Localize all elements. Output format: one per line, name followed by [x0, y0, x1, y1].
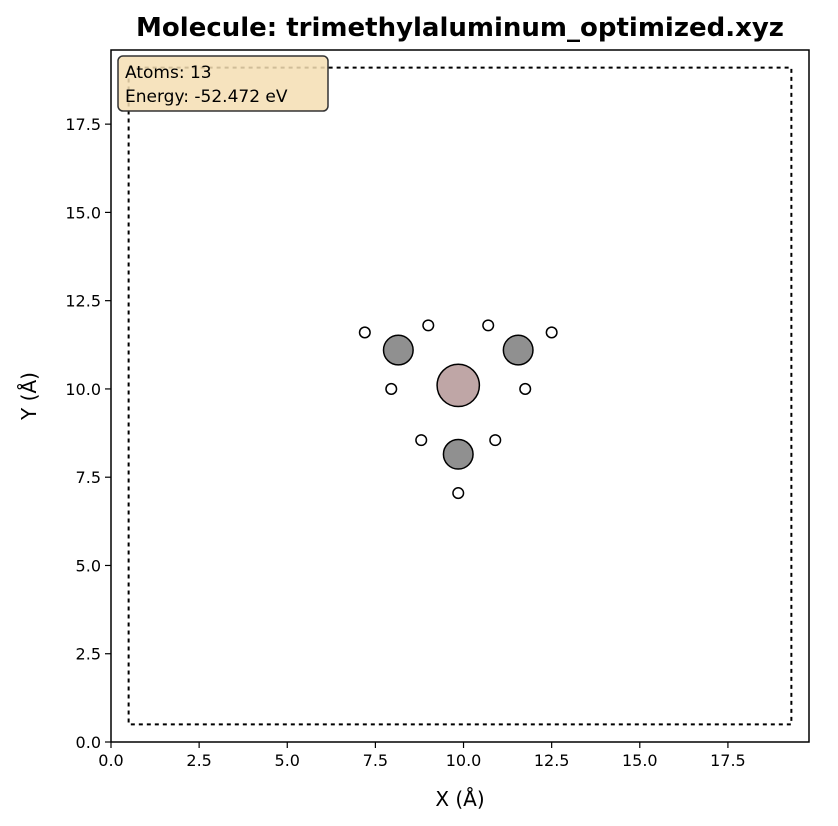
- atom-h-10: [415, 434, 428, 447]
- atoms-layer: [358, 319, 558, 500]
- info-energy: Energy: -52.472 eV: [125, 87, 288, 107]
- atom-c-2: [502, 334, 534, 366]
- plot-area-frame: [110, 49, 810, 743]
- atom-al-0: [436, 363, 481, 408]
- y-tick-label: 5.0: [76, 556, 101, 575]
- atom-h-6: [385, 382, 398, 395]
- x-tick-label: 0.0: [98, 751, 123, 770]
- atom-h-7: [482, 319, 495, 332]
- y-axis-label: Y (Å): [17, 372, 41, 421]
- atom-h-4: [358, 326, 371, 339]
- y-tick-label: 15.0: [65, 203, 101, 222]
- x-axis-label: X (Å): [435, 787, 484, 811]
- cell-boundary-box: [127, 66, 793, 726]
- y-tick-label: 7.5: [76, 468, 101, 487]
- x-tick-label: 12.5: [534, 751, 570, 770]
- info-box-background: [117, 55, 329, 112]
- x-tick-label: 2.5: [186, 751, 211, 770]
- y-tick-label: 0.0: [76, 733, 101, 752]
- x-tick-label: 10.0: [446, 751, 482, 770]
- x-tick-label: 17.5: [710, 751, 746, 770]
- atom-h-5: [422, 319, 435, 332]
- info-box: Atoms: 13 Energy: -52.472 eV: [117, 55, 329, 112]
- x-tick-label: 15.0: [622, 751, 658, 770]
- y-axis-ticks: 0.0 2.5 5.0 7.5 10.0 12.5 15.0 17.5: [65, 115, 111, 752]
- x-tick-label: 7.5: [363, 751, 388, 770]
- chart-title: Molecule: trimethylaluminum_optimized.xy…: [136, 13, 784, 43]
- y-tick-label: 12.5: [65, 292, 101, 311]
- y-tick-label: 10.0: [65, 380, 101, 399]
- atom-h-11: [489, 434, 502, 447]
- atom-h-9: [519, 382, 532, 395]
- atom-c-1: [382, 334, 414, 366]
- x-tick-label: 5.0: [275, 751, 300, 770]
- atom-c-3: [442, 438, 474, 470]
- y-tick-label: 17.5: [65, 115, 101, 134]
- atom-h-8: [545, 326, 558, 339]
- info-atom-count: Atoms: 13: [125, 63, 212, 83]
- y-tick-label: 2.5: [76, 645, 101, 664]
- x-axis-ticks: 0.0 2.5 5.0 7.5 10.0 12.5 15.0 17.5: [98, 742, 746, 770]
- atom-h-12: [452, 487, 465, 500]
